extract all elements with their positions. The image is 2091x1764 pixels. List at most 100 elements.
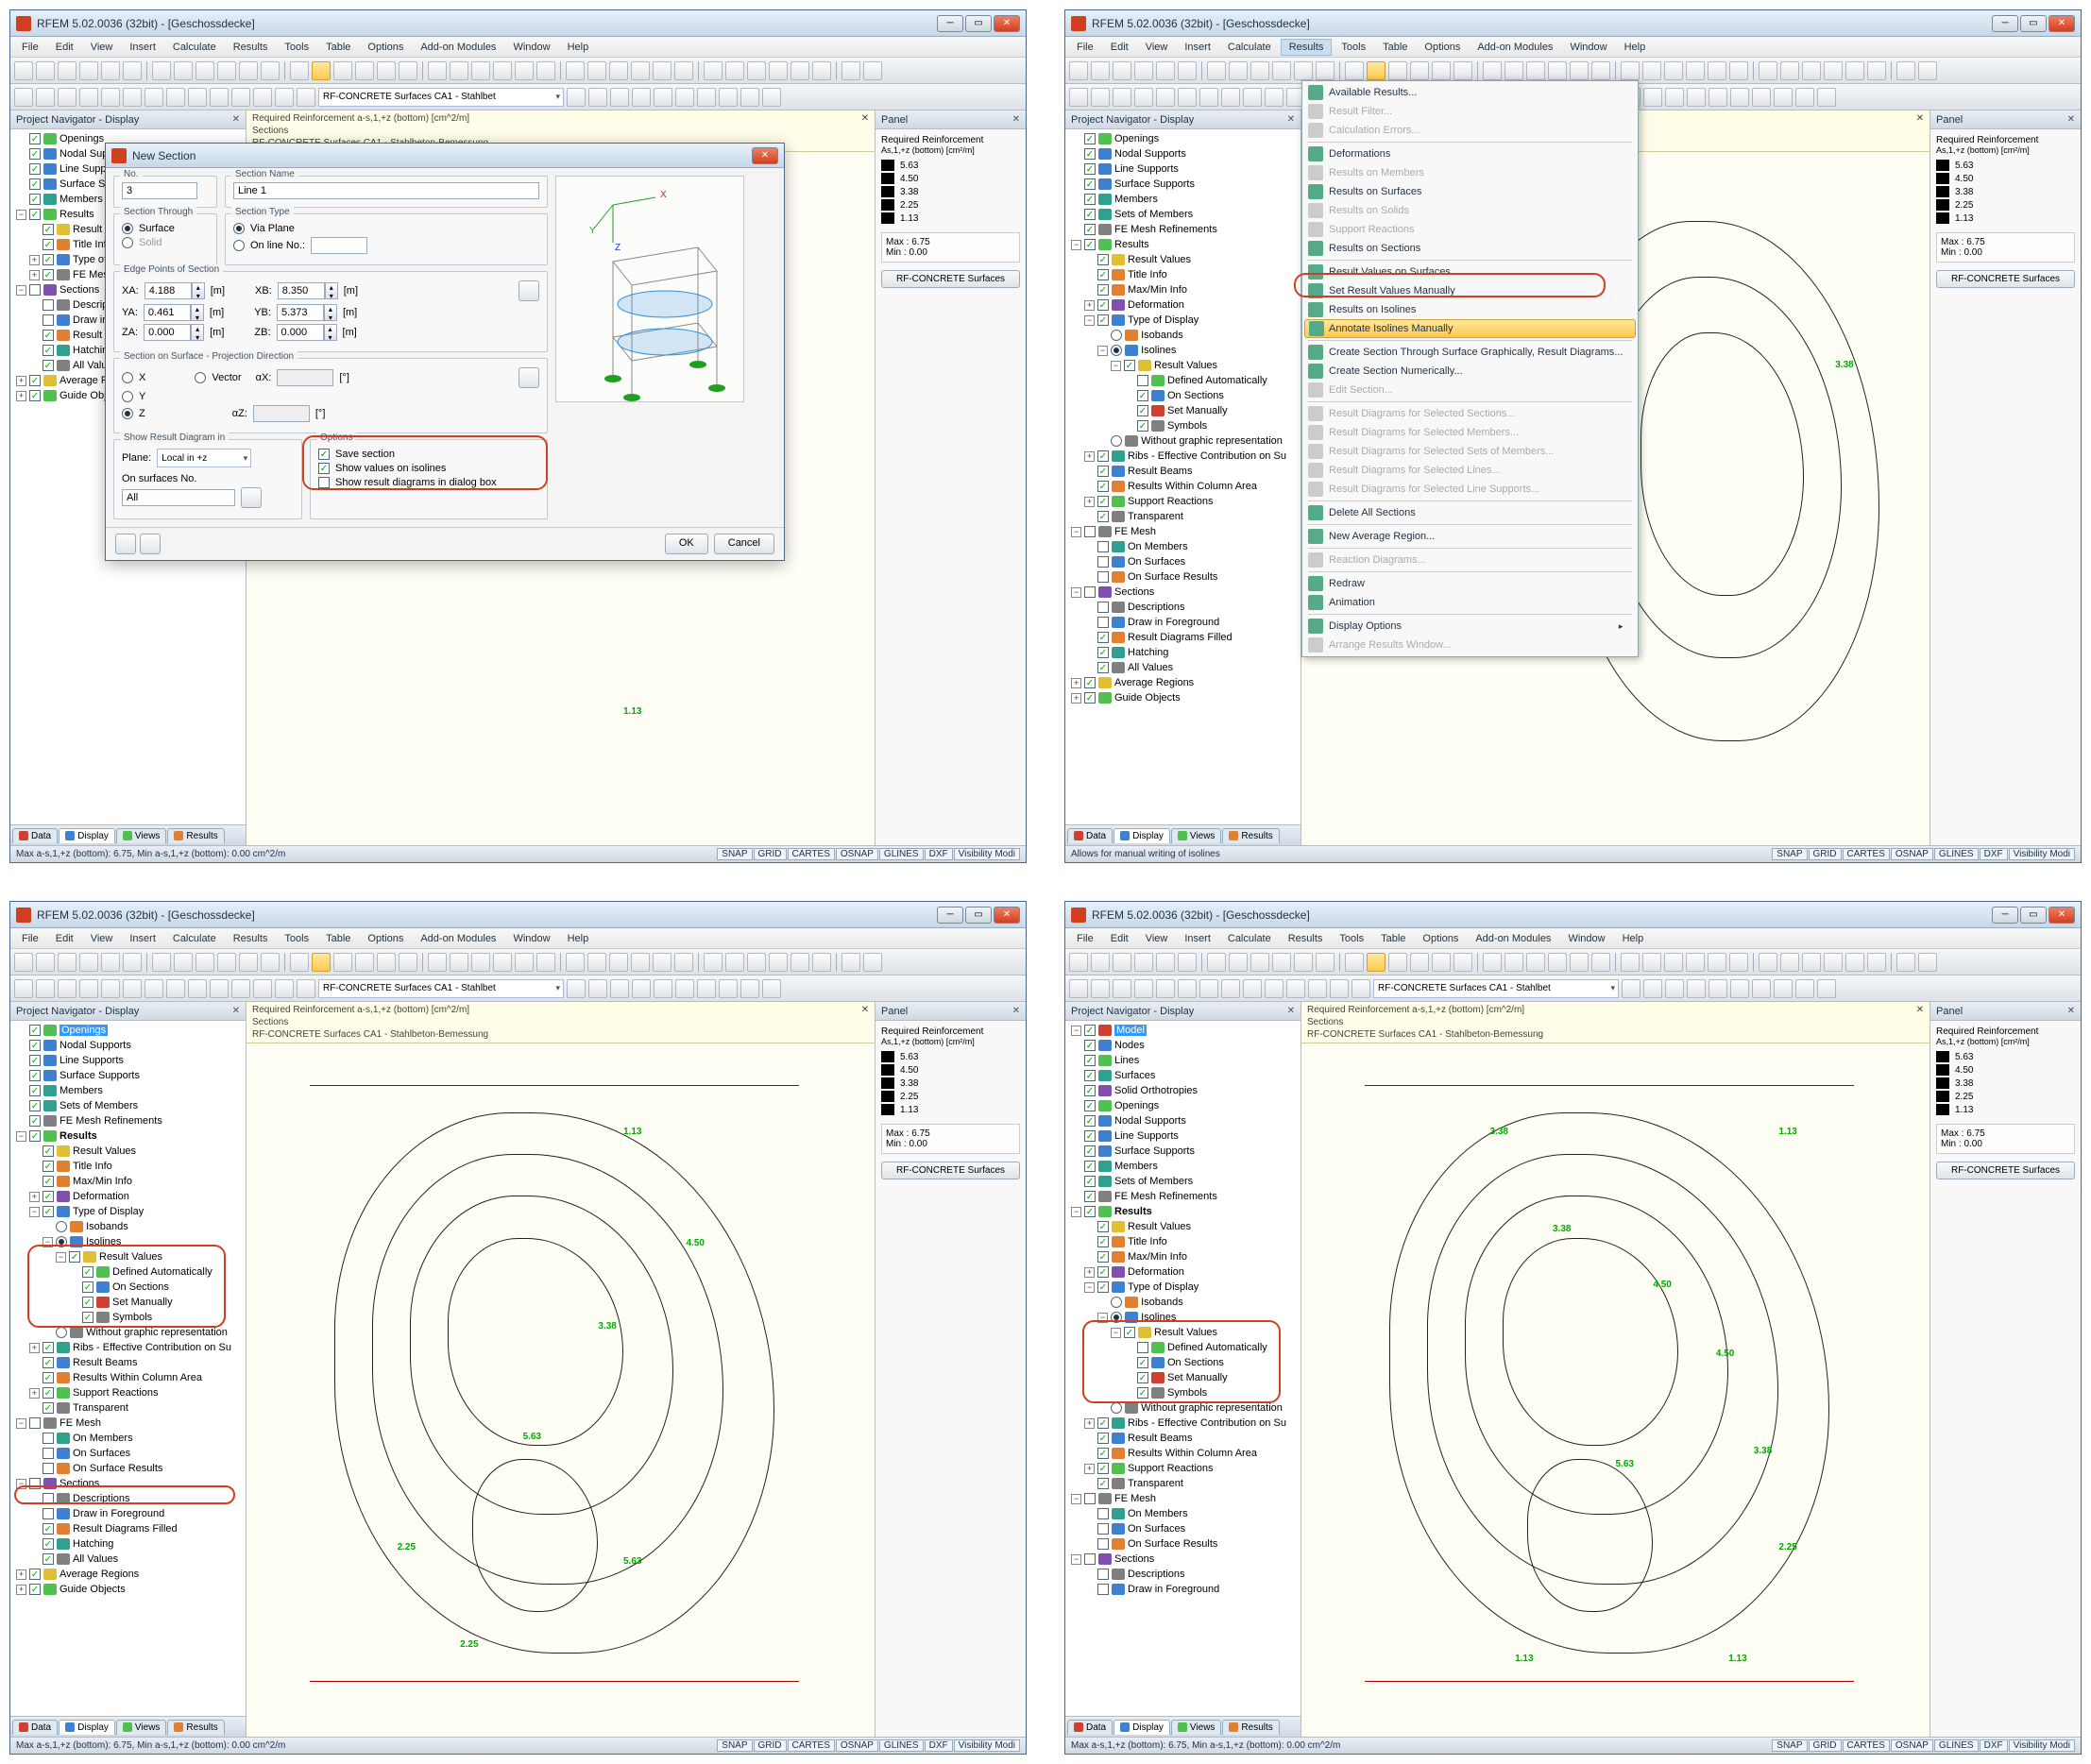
toolbar-button[interactable]: [1622, 979, 1640, 998]
menu-edit[interactable]: Edit: [48, 40, 81, 55]
toolbar-button[interactable]: [231, 88, 250, 107]
section-name-input[interactable]: [233, 182, 539, 199]
toolbar-button[interactable]: [290, 953, 309, 972]
toolbar-button[interactable]: [790, 61, 809, 80]
toolbar-button[interactable]: [253, 979, 272, 998]
toolbar-button[interactable]: [1243, 979, 1262, 998]
toolbar-button[interactable]: [450, 953, 468, 972]
toolbar-button[interactable]: [587, 953, 606, 972]
menu-item[interactable]: Delete All Sections: [1304, 503, 1636, 522]
toolbar-button[interactable]: [1708, 88, 1727, 107]
menu-item[interactable]: Create Section Numerically...: [1304, 362, 1636, 381]
toolbar-button[interactable]: [1802, 61, 1821, 80]
yb-input[interactable]: [277, 304, 324, 321]
toolbar-button[interactable]: [1780, 61, 1799, 80]
menu-calculate[interactable]: Calculate: [165, 40, 224, 55]
toolbar-button[interactable]: [1867, 953, 1886, 972]
toolbar-button[interactable]: [1243, 88, 1262, 107]
toolbar-button[interactable]: [275, 88, 294, 107]
toolbar-button[interactable]: [166, 88, 185, 107]
toolbar-button[interactable]: [747, 61, 766, 80]
toolbar-button[interactable]: [1229, 953, 1248, 972]
toolbar-button[interactable]: [1091, 61, 1110, 80]
toolbar-button[interactable]: [101, 979, 120, 998]
toolbar-button[interactable]: [166, 979, 185, 998]
toolbar-button[interactable]: [123, 61, 142, 80]
toolbar-button[interactable]: [1069, 88, 1088, 107]
toolbar-button[interactable]: [399, 61, 417, 80]
toolbar-button[interactable]: [1294, 953, 1313, 972]
toolbar-button[interactable]: [101, 88, 120, 107]
toolbar-button[interactable]: [674, 953, 693, 972]
radio-proj-y[interactable]: [122, 391, 133, 402]
toolbar-button[interactable]: [36, 61, 55, 80]
toolbar-button[interactable]: [1642, 953, 1661, 972]
menu-window[interactable]: Window: [505, 40, 557, 55]
toolbar-button[interactable]: [1091, 953, 1110, 972]
module-combo[interactable]: RF-CONCRETE Surfaces CA1 - Stahlbet: [318, 88, 564, 107]
toolbar-button[interactable]: [377, 953, 396, 972]
toolbar-button[interactable]: [588, 88, 607, 107]
toolbar-button[interactable]: [1113, 979, 1131, 998]
menu-insert[interactable]: Insert: [122, 40, 163, 55]
panel-module-button[interactable]: RF-CONCRETE Surfaces: [881, 270, 1020, 288]
toolbar-button[interactable]: [217, 953, 236, 972]
toolbar-button[interactable]: [123, 979, 142, 998]
toolbar-button[interactable]: [790, 953, 809, 972]
toolbar-button[interactable]: [1621, 953, 1640, 972]
nav-tabs[interactable]: Data Display Views Results: [10, 824, 246, 845]
titlebar[interactable]: RFEM 5.02.0036 (32bit) - [Geschossdecke]…: [10, 10, 1026, 37]
toolbar-button[interactable]: [863, 953, 882, 972]
toolbar-button[interactable]: [587, 61, 606, 80]
toolbar-button[interactable]: [1199, 979, 1218, 998]
menu-item[interactable]: Results on Surfaces: [1304, 182, 1636, 201]
toolbar-button[interactable]: [1134, 953, 1153, 972]
toolbar-button[interactable]: [1642, 61, 1661, 80]
toolbar-button[interactable]: [79, 61, 98, 80]
toolbar-button[interactable]: [1795, 979, 1814, 998]
menu-results[interactable]: Results: [226, 40, 276, 55]
radio-on-line[interactable]: [233, 240, 245, 251]
toolbar-button[interactable]: [1795, 88, 1814, 107]
toolbar-button[interactable]: [1199, 88, 1218, 107]
toolbar-button[interactable]: [253, 88, 272, 107]
panel-close-icon[interactable]: ✕: [1012, 114, 1020, 125]
toolbar-button[interactable]: [1643, 88, 1662, 107]
radio-solid[interactable]: [122, 237, 133, 248]
dialog-close-button[interactable]: ✕: [752, 147, 778, 164]
navtab-data[interactable]: Data: [12, 828, 58, 843]
toolbar-button[interactable]: [1308, 979, 1327, 998]
toolbar-button[interactable]: [1134, 979, 1153, 998]
toolbar-button[interactable]: [1591, 61, 1610, 80]
toolbar-button[interactable]: [58, 61, 76, 80]
menu-file[interactable]: File: [14, 40, 46, 55]
toolbar-button[interactable]: [536, 61, 555, 80]
menu-view[interactable]: View: [83, 40, 121, 55]
toolbar-button[interactable]: [1918, 61, 1937, 80]
toolbar-button[interactable]: [174, 953, 193, 972]
toolbar-button[interactable]: [1388, 61, 1407, 80]
toolbar-button[interactable]: [654, 979, 672, 998]
toolbar-button[interactable]: [1918, 953, 1937, 972]
toolbar-button[interactable]: [1729, 953, 1748, 972]
section-no-input[interactable]: [122, 182, 197, 199]
toolbar-button[interactable]: [740, 88, 759, 107]
toolbar-button[interactable]: [101, 953, 120, 972]
toolbar-button[interactable]: [725, 953, 744, 972]
menu-item[interactable]: Result Values on Surfaces: [1304, 263, 1636, 281]
ya-input[interactable]: [144, 304, 191, 321]
toolbar-button[interactable]: [1526, 61, 1545, 80]
minimize-button[interactable]: ─: [937, 15, 963, 32]
toolbar-button[interactable]: [58, 953, 76, 972]
menu-item[interactable]: Results on Sections: [1304, 239, 1636, 258]
menu-tools[interactable]: Tools: [277, 40, 316, 55]
nav-close-icon[interactable]: ✕: [232, 114, 240, 125]
toolbar-button[interactable]: [174, 61, 193, 80]
toolbar-button[interactable]: [1548, 61, 1567, 80]
zb-input[interactable]: [277, 324, 324, 341]
toolbar-button[interactable]: [1286, 979, 1305, 998]
toolbar-button[interactable]: [697, 88, 716, 107]
toolbar-button[interactable]: [1548, 953, 1567, 972]
toolbar-button[interactable]: [239, 61, 258, 80]
toolbar-button[interactable]: [1665, 979, 1684, 998]
